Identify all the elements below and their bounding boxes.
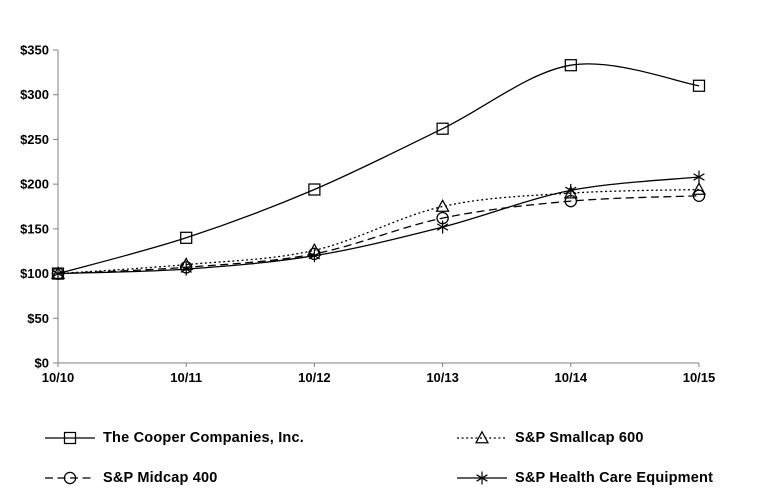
series-s-p-health-care-equipment	[52, 170, 705, 281]
series-s-p-midcap-400	[51, 189, 706, 280]
series-line-s-p-smallcap-600	[57, 188, 700, 275]
asterisk-marker	[52, 267, 64, 281]
x-tick-label: 10/12	[298, 370, 331, 385]
series-line-s-p-midcap-400	[57, 195, 700, 275]
square-marker	[308, 183, 321, 196]
legend-label-health-care-equipment: S&P Health Care Equipment	[515, 470, 714, 486]
asterisk-marker	[180, 262, 192, 276]
square-marker	[692, 79, 706, 92]
series-the-cooper-companies-inc	[51, 59, 706, 280]
x-tick-label: 10/11	[170, 370, 202, 385]
y-tick-label: $50	[27, 311, 49, 326]
y-tick-label: $0	[35, 356, 49, 371]
triangle-marker	[474, 430, 490, 444]
y-tick-label: $300	[20, 87, 49, 102]
square-marker	[564, 59, 577, 72]
asterisk-marker	[693, 170, 705, 184]
x-tick-label: 10/15	[683, 370, 716, 385]
series-line-the-cooper-companies-inc	[57, 63, 700, 275]
series-line-s-p-health-care-equipment	[57, 176, 700, 275]
legend-item-cooper: The Cooper Companies, Inc.	[44, 429, 304, 447]
y-tick-label: $250	[20, 132, 49, 147]
legend-label-cooper: The Cooper Companies, Inc.	[103, 430, 304, 446]
triangle-marker	[691, 182, 707, 195]
y-tick-label: $150	[20, 221, 49, 236]
x-tick-label: 10/14	[555, 370, 588, 385]
circle-marker	[692, 189, 706, 202]
legend-sample-smallcap-600	[457, 430, 507, 444]
legend-label-smallcap-600: S&P Smallcap 600	[515, 430, 644, 446]
series-s-p-smallcap-600	[50, 182, 707, 279]
asterisk-marker	[308, 249, 321, 263]
legend-sample-health-care-equipment	[457, 471, 507, 485]
legend-item-health-care-equipment: S&P Health Care Equipment	[456, 469, 713, 487]
asterisk-marker	[565, 183, 577, 197]
asterisk-marker	[436, 220, 449, 234]
legend-label-midcap-400: S&P Midcap 400	[103, 470, 218, 486]
y-tick-label: $100	[20, 266, 49, 281]
y-tick-label: $350	[20, 43, 49, 58]
asterisk-marker	[476, 471, 488, 485]
legend-item-midcap-400: S&P Midcap 400	[44, 469, 218, 487]
x-tick-label: 10/13	[426, 370, 459, 385]
legend-item-smallcap-600: S&P Smallcap 600	[456, 429, 644, 447]
triangle-marker	[435, 198, 450, 212]
chart-canvas: $0 $50 $100 $150 $200 $250 $300 $350 10/10 10/11 1…	[20, 43, 716, 386]
legend-sample-midcap-400	[45, 471, 95, 485]
square-marker	[180, 231, 193, 244]
x-tick-label: 10/10	[42, 370, 75, 385]
legend-sample-cooper	[45, 431, 95, 445]
square-marker	[63, 431, 77, 445]
y-tick-label: $200	[20, 177, 49, 192]
circle-marker	[63, 471, 77, 485]
square-marker	[436, 122, 449, 135]
